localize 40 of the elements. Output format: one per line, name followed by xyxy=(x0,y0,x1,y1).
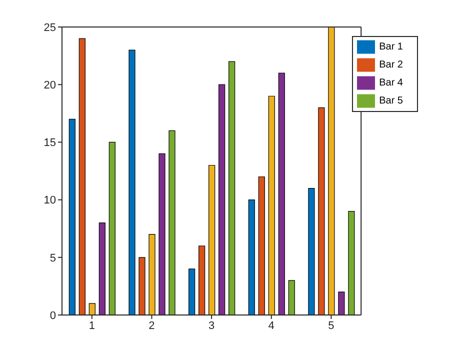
y-tick-label: 0 xyxy=(50,310,56,322)
x-tick-label: 4 xyxy=(268,320,274,332)
x-tick-label: 3 xyxy=(208,320,215,332)
x-tick-label: 2 xyxy=(148,320,155,332)
bar xyxy=(228,61,236,315)
bar xyxy=(338,292,345,315)
legend-label: Bar 5 xyxy=(379,96,403,107)
bar xyxy=(268,96,275,315)
x-tick-label: 1 xyxy=(88,320,95,332)
y-tick-label: 20 xyxy=(44,80,56,92)
bar xyxy=(278,72,285,315)
bar xyxy=(288,280,295,315)
legend-label: Bar 4 xyxy=(379,78,403,89)
bar xyxy=(158,153,166,315)
bar xyxy=(88,303,96,315)
bar xyxy=(168,130,176,315)
y-tick-label: 5 xyxy=(50,252,56,264)
bar xyxy=(208,164,216,315)
y-tick-label: 10 xyxy=(44,194,56,207)
bar xyxy=(248,200,255,315)
x-tick-label: 5 xyxy=(328,320,334,332)
y-tick-label: 15 xyxy=(44,137,56,150)
bar xyxy=(128,50,136,315)
bar xyxy=(258,176,265,315)
y-tick-label: 25 xyxy=(44,22,56,34)
bar xyxy=(308,188,315,315)
bar xyxy=(318,107,325,315)
bar xyxy=(328,27,335,315)
bar xyxy=(98,222,106,315)
bar xyxy=(348,211,355,315)
legend-label: Bar 1 xyxy=(379,42,403,53)
legend-label: Bar 2 xyxy=(379,60,403,71)
bar xyxy=(198,246,206,315)
bar xyxy=(188,268,196,315)
bar xyxy=(78,38,86,315)
bar xyxy=(68,118,76,315)
bar xyxy=(108,142,116,315)
bar xyxy=(218,84,226,315)
bar xyxy=(138,257,146,315)
bar xyxy=(148,234,156,315)
